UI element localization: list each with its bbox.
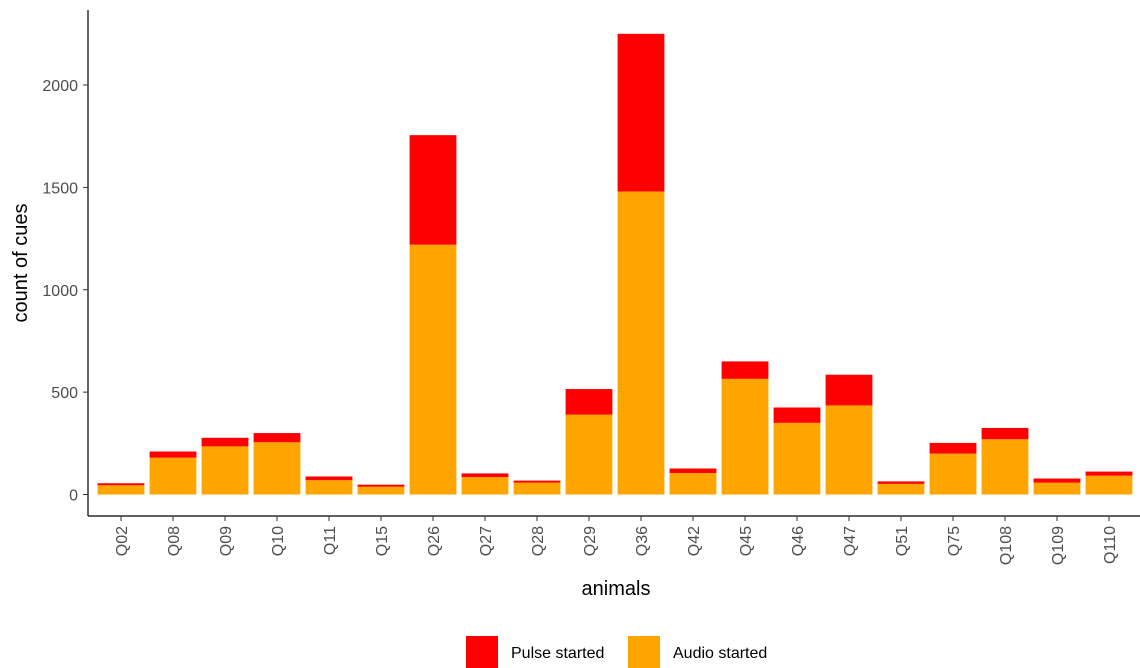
x-tick-label-q42: Q42	[686, 526, 703, 556]
bar-pulse-q10	[253, 433, 301, 443]
bar-audio-q28	[513, 482, 561, 495]
bar-audio-q02	[97, 485, 145, 495]
x-tick-label-q26: Q26	[426, 526, 443, 556]
bar-pulse-q51	[877, 481, 925, 484]
bar-pulse-q11	[305, 476, 353, 481]
bar-audio-q75	[929, 453, 977, 495]
x-tick-label-q09: Q09	[218, 526, 235, 556]
bar-pulse-q47	[825, 374, 873, 406]
x-tick-label-q109: Q109	[1050, 526, 1067, 565]
x-tick-label-q75: Q75	[946, 526, 963, 556]
legend: Pulse started Audio started	[466, 636, 767, 668]
x-tick-label-q46: Q46	[790, 526, 807, 556]
y-ticks-layer: 0 500 1000 1500 2000	[42, 78, 88, 505]
x-tick-label-q15: Q15	[374, 526, 391, 556]
bar-audio-q110	[1085, 475, 1133, 495]
y-tick-label-2000: 2000	[42, 78, 78, 95]
bar-pulse-q27	[461, 473, 509, 478]
x-tick-label-q02: Q02	[114, 526, 131, 556]
bar-pulse-q110	[1085, 471, 1133, 476]
bar-audio-q08	[149, 457, 197, 495]
bar-audio-q26	[409, 244, 457, 495]
x-tick-label-q10: Q10	[270, 526, 287, 556]
bar-audio-q42	[669, 473, 717, 495]
x-tick-label-q08: Q08	[166, 526, 183, 556]
bar-pulse-q26	[409, 135, 457, 245]
x-tick-label-q45: Q45	[738, 526, 755, 556]
bar-audio-q09	[201, 446, 249, 495]
bar-audio-q15	[357, 486, 405, 495]
bar-pulse-q09	[201, 437, 249, 447]
bar-pulse-q109	[1033, 478, 1081, 483]
x-tick-label-q28: Q28	[530, 526, 547, 556]
bar-pulse-q29	[565, 389, 613, 415]
x-tick-label-q51: Q51	[894, 526, 911, 556]
x-tick-label-q29: Q29	[582, 526, 599, 556]
bar-audio-q11	[305, 480, 353, 495]
bar-audio-q108	[981, 439, 1029, 495]
legend-swatch-audio	[628, 636, 660, 668]
bar-pulse-q108	[981, 427, 1029, 440]
bar-pulse-q45	[721, 361, 769, 379]
bar-audio-q47	[825, 405, 873, 495]
bar-audio-q27	[461, 477, 509, 495]
bar-pulse-q42	[669, 468, 717, 473]
bar-pulse-q02	[97, 483, 145, 486]
x-tick-label-q108: Q108	[998, 526, 1015, 565]
x-tick-label-q27: Q27	[478, 526, 495, 556]
bar-pulse-q75	[929, 442, 977, 454]
bar-audio-q10	[253, 442, 301, 495]
y-tick-label-1000: 1000	[42, 283, 78, 300]
bar-audio-q36	[617, 191, 665, 495]
bar-audio-q109	[1033, 482, 1081, 495]
bar-audio-q51	[877, 483, 925, 495]
bar-audio-q46	[773, 422, 821, 495]
bar-pulse-q28	[513, 480, 561, 483]
y-tick-label-0: 0	[69, 488, 78, 505]
axes-layer	[87, 10, 1140, 517]
x-axis-title: animals	[582, 578, 651, 600]
x-tick-label-q110: Q110	[1102, 526, 1119, 564]
bar-pulse-q46	[773, 407, 821, 423]
y-tick-label-500: 500	[51, 385, 78, 402]
legend-swatch-pulse	[466, 636, 498, 668]
x-tick-label-q11: Q11	[322, 526, 339, 555]
bar-pulse-q15	[357, 484, 405, 487]
y-axis-title: count of cues	[10, 204, 32, 323]
x-ticks-layer: Q02 Q08 Q09 Q10 Q11 Q15 Q26 Q27 Q28 Q29 Q36 Q42 Q45 Q…	[114, 516, 1119, 565]
y-tick-label-1500: 1500	[42, 180, 78, 197]
legend-label-pulse: Pulse started	[511, 645, 604, 662]
bars-layer	[97, 33, 1133, 495]
legend-label-audio: Audio started	[673, 645, 767, 662]
x-tick-label-q47: Q47	[842, 526, 859, 556]
bar-audio-q29	[565, 414, 613, 495]
bar-audio-q45	[721, 378, 769, 495]
bar-pulse-q08	[149, 451, 197, 458]
x-tick-label-q36: Q36	[634, 526, 651, 556]
bar-pulse-q36	[617, 33, 665, 192]
